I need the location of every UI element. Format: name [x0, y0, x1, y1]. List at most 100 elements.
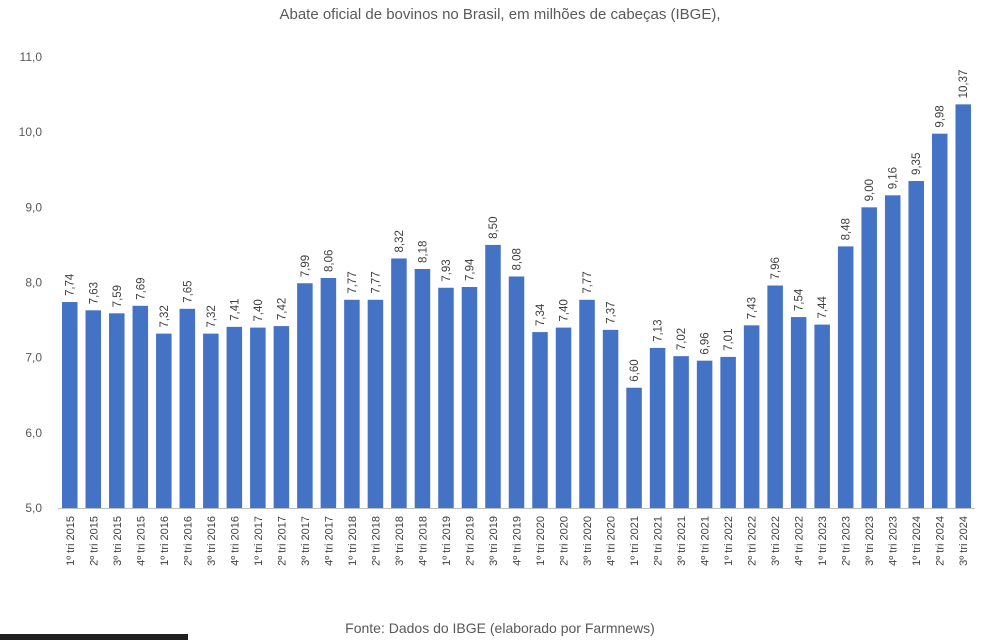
x-tick-label: 3º tri 2022 [770, 516, 782, 566]
value-label: 7,41 [229, 298, 241, 320]
x-tick-label: 1º tri 2017 [253, 516, 265, 566]
bar [626, 387, 642, 508]
value-label: 7,99 [300, 255, 312, 277]
bar [109, 313, 125, 508]
value-label: 9,16 [888, 167, 900, 189]
bar [931, 133, 948, 509]
x-tick-label: 4º tri 2023 [888, 516, 900, 566]
bar [85, 310, 102, 508]
bar [179, 308, 196, 508]
y-axis-ticks: 5,0 6,0 7,0 8,0 9,0 10,0 11,0 [19, 50, 43, 515]
value-label: 10,37 [958, 70, 970, 99]
x-tick-label: 2º tri 2023 [841, 516, 853, 566]
x-tick-label: 4º tri 2018 [417, 516, 429, 566]
bar [273, 326, 290, 508]
value-label: 7,13 [653, 320, 665, 342]
value-label: 8,50 [488, 217, 500, 239]
bar [602, 329, 619, 508]
x-tick-label: 2º tri 2024 [935, 516, 947, 566]
value-label: 7,74 [65, 273, 77, 296]
value-label: 9,98 [935, 105, 947, 127]
x-tick-label: 4º tri 2015 [135, 516, 147, 566]
x-tick-label: 1º tri 2016 [159, 516, 171, 566]
x-tick-label: 1º tri 2019 [441, 516, 453, 566]
category-labels: 1º tri 2015 2º tri 2015 3º tri 2015 4º tri … [65, 516, 970, 566]
bar [837, 246, 854, 509]
x-tick-label: 3º tri 2019 [488, 516, 500, 566]
bar [673, 356, 689, 508]
value-label: 7,44 [817, 296, 829, 319]
value-label: 8,18 [417, 241, 429, 263]
x-tick-label: 3º tri 2016 [206, 516, 218, 566]
value-label: 8,08 [512, 248, 524, 270]
bar [156, 333, 172, 508]
x-tick-label: 2º tri 2015 [88, 516, 100, 566]
value-label: 7,77 [582, 271, 594, 293]
bar [908, 181, 924, 508]
value-label: 9,35 [911, 153, 923, 175]
bar [696, 360, 713, 508]
value-label: 8,06 [323, 250, 335, 272]
bar [508, 276, 525, 508]
x-tick-label: 1º tri 2024 [911, 516, 923, 566]
y-tick-label: 10,0 [19, 125, 43, 139]
bar [720, 356, 736, 508]
x-tick-label: 4º tri 2017 [323, 516, 335, 566]
bar [884, 195, 901, 508]
x-tick-label: 2º tri 2018 [370, 516, 382, 566]
bar [61, 302, 78, 508]
value-label: 7,96 [770, 257, 782, 279]
x-tick-label: 1º tri 2020 [535, 516, 547, 566]
x-tick-label: 1º tri 2022 [723, 516, 735, 566]
value-label: 7,77 [347, 271, 359, 293]
bar-series [61, 104, 972, 509]
value-label: 7,37 [606, 301, 618, 323]
y-tick-label: 7,0 [25, 351, 42, 365]
x-tick-label: 3º tri 2024 [958, 516, 970, 566]
x-tick-label: 3º tri 2021 [676, 516, 688, 566]
value-label: 8,32 [394, 230, 406, 252]
x-tick-label: 2º tri 2020 [559, 516, 571, 566]
value-label: 7,59 [112, 285, 124, 307]
bar [485, 244, 501, 508]
y-tick-label: 5,0 [25, 501, 42, 515]
x-tick-label: 1º tri 2018 [347, 516, 359, 566]
value-label: 7,65 [182, 280, 194, 302]
y-tick-label: 9,0 [25, 200, 42, 214]
bar [743, 325, 760, 508]
x-tick-label: 4º tri 2016 [229, 516, 241, 566]
bar [297, 283, 313, 508]
x-tick-label: 4º tri 2022 [794, 516, 806, 566]
x-tick-label: 4º tri 2019 [512, 516, 524, 566]
x-tick-label: 1º tri 2021 [629, 516, 641, 566]
x-tick-label: 3º tri 2017 [300, 516, 312, 566]
bar [367, 299, 384, 508]
x-tick-label: 2º tri 2022 [747, 516, 759, 566]
value-label: 6,96 [700, 332, 712, 354]
value-label: 6,60 [629, 359, 641, 381]
value-label: 7,69 [135, 277, 147, 299]
bar [532, 332, 548, 508]
value-label: 7,94 [464, 258, 476, 281]
x-tick-label: 1º tri 2015 [65, 516, 77, 566]
value-labels: 7,74 7,63 7,59 7,69 7,32 7,65 7,32 7,41 7,40 7,42… [65, 70, 970, 382]
x-tick-label: 3º tri 2020 [582, 516, 594, 566]
bar [649, 347, 666, 508]
y-tick-label: 11,0 [20, 50, 43, 64]
x-tick-label: 2º tri 2019 [464, 516, 476, 566]
value-label: 7,34 [535, 303, 547, 326]
bar [414, 268, 431, 508]
corner-bar [0, 634, 188, 640]
value-label: 7,32 [159, 305, 171, 327]
value-label: 7,77 [370, 271, 382, 293]
value-label: 7,63 [88, 282, 100, 304]
chart-source: Fonte: Dados do IBGE (elaborado por Farm… [345, 620, 655, 636]
value-label: 7,93 [441, 259, 453, 281]
bar [226, 326, 243, 508]
bar [438, 287, 454, 508]
value-label: 9,00 [864, 179, 876, 201]
bar [391, 258, 407, 508]
bar [320, 277, 337, 508]
y-tick-label: 8,0 [25, 276, 42, 290]
